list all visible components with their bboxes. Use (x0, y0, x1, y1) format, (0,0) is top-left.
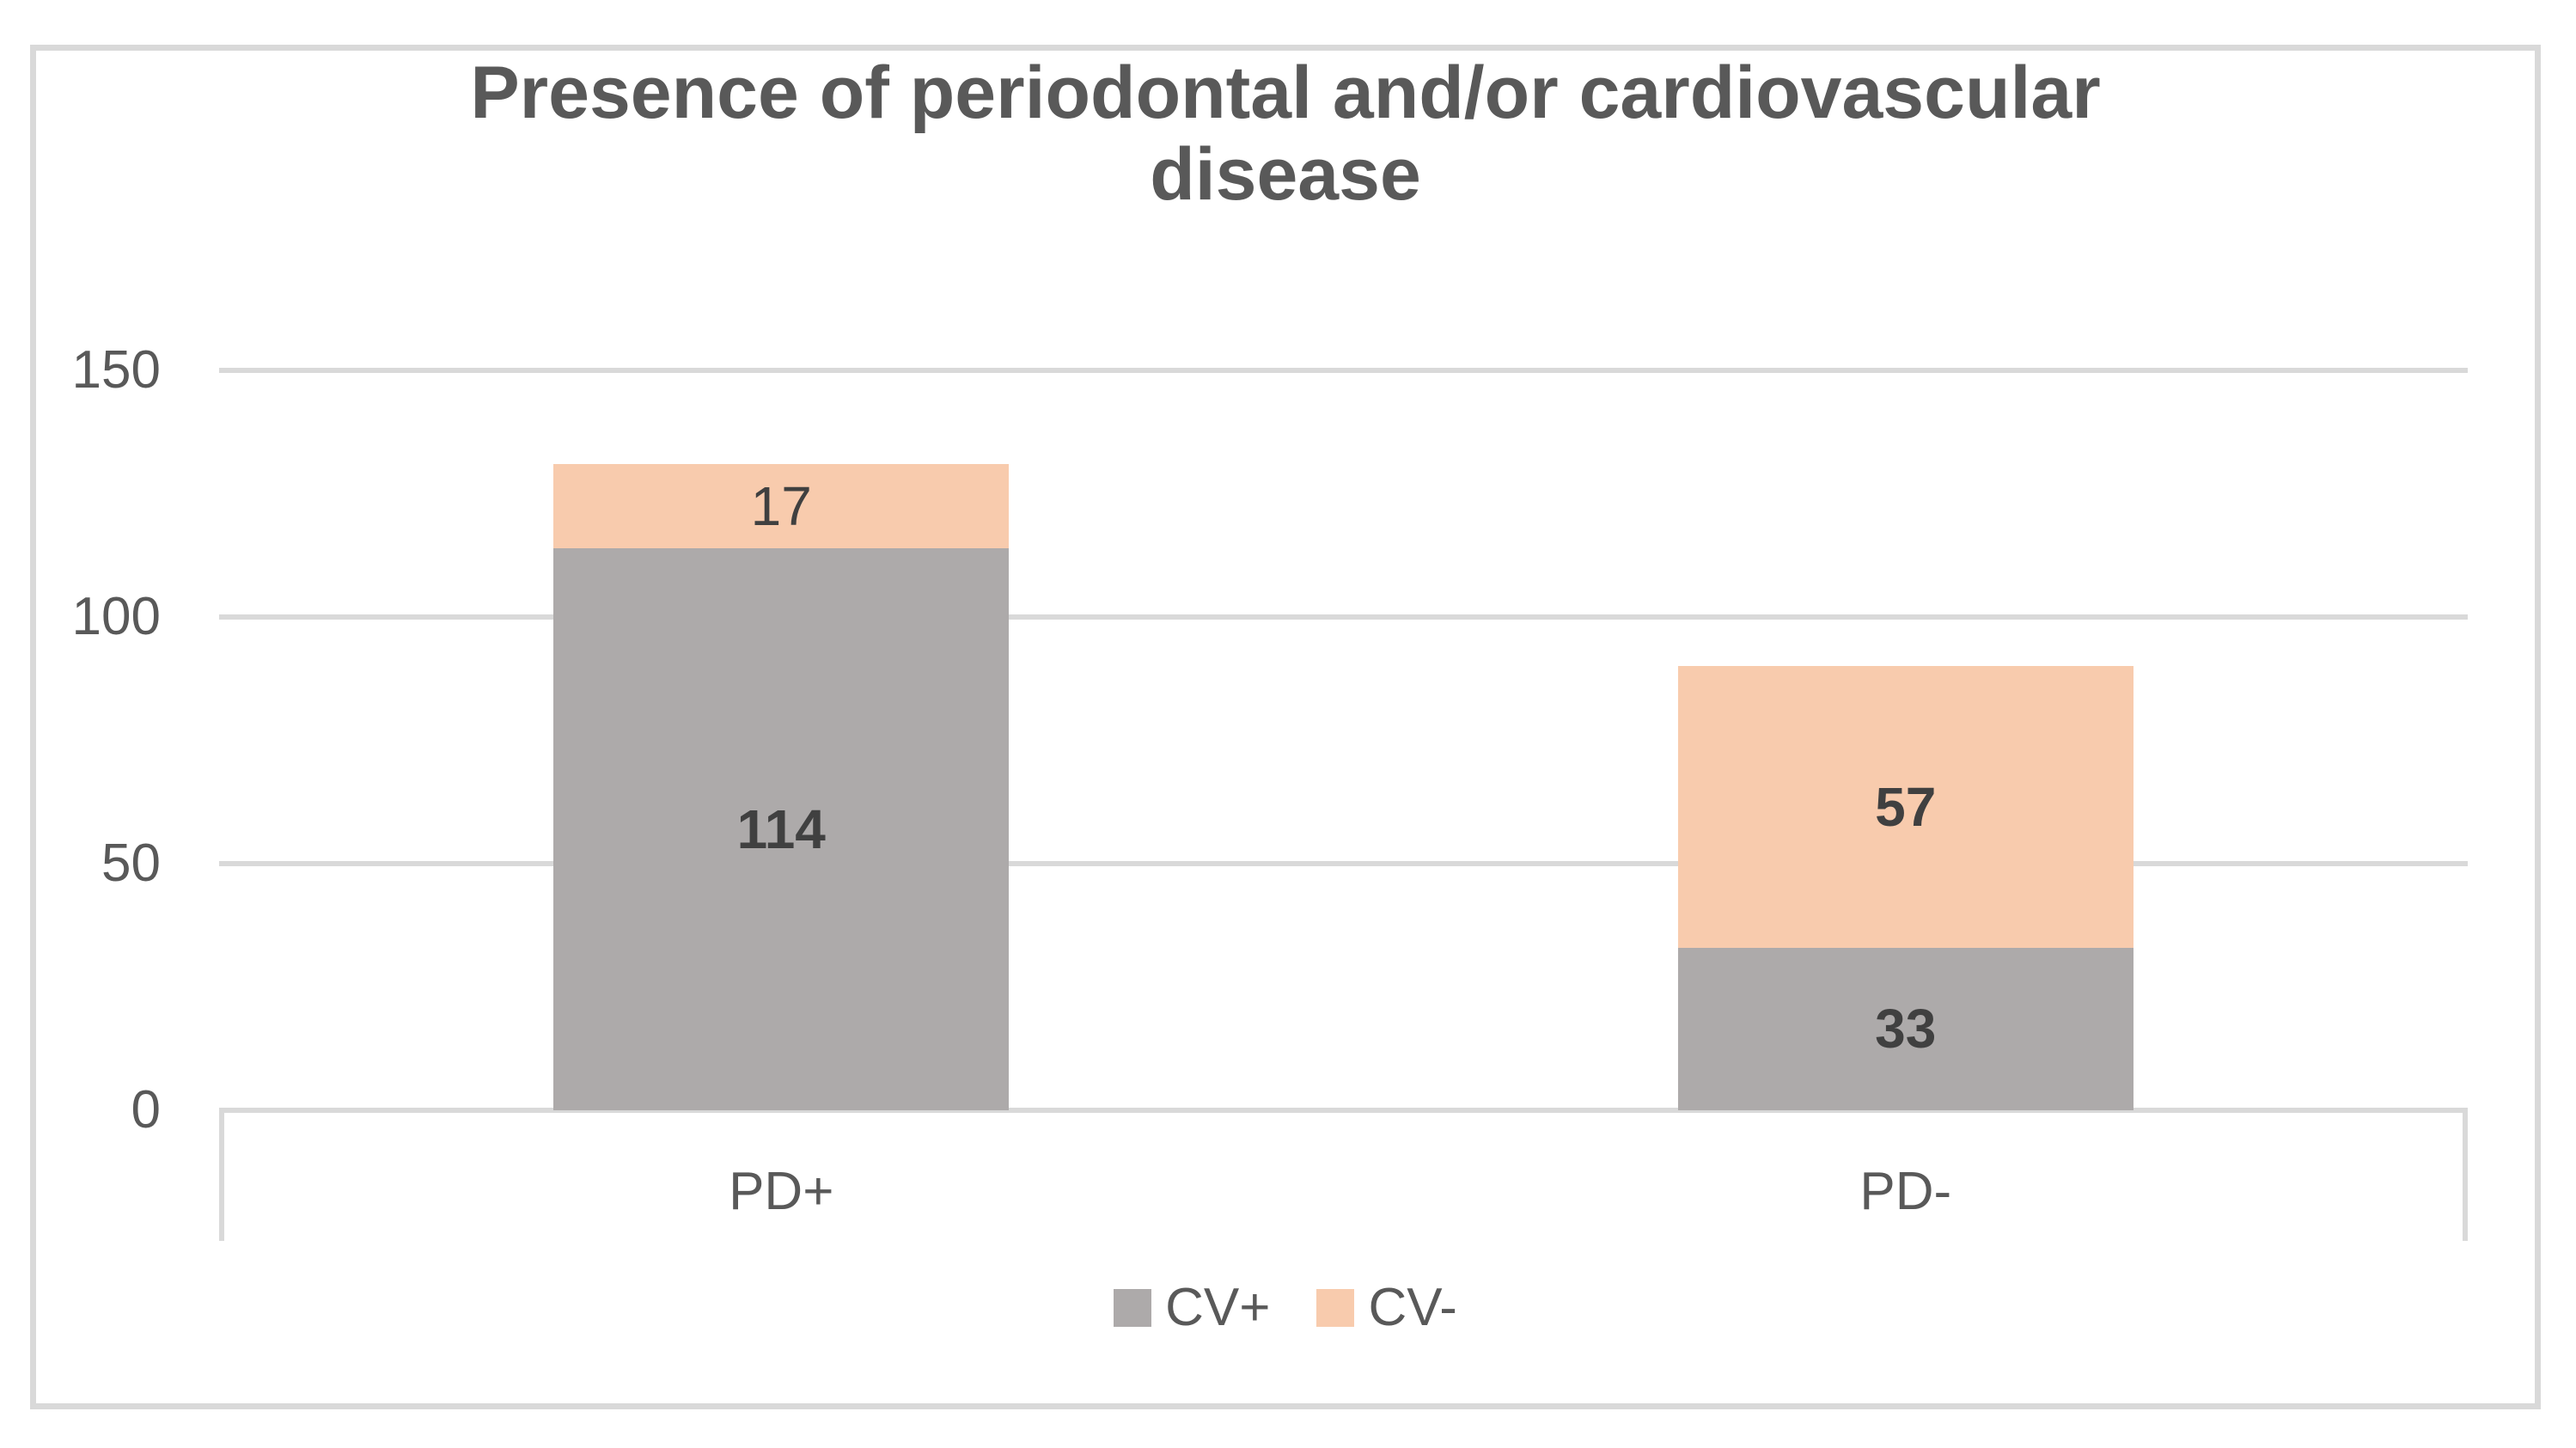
bar-segment-label: 114 (736, 797, 826, 860)
bar-segment: 57 (1677, 666, 2133, 948)
legend-label: CV+ (1165, 1278, 1271, 1337)
legend-item: CV+ (1114, 1281, 1270, 1335)
bar-segment: 17 (553, 464, 1010, 548)
legend: CV+ CV- (36, 1281, 2535, 1335)
bar-segment-label: 57 (1875, 776, 1937, 838)
axis-stub (219, 1110, 224, 1241)
legend-item: CV- (1316, 1278, 1457, 1337)
gridline (219, 861, 2468, 866)
y-tick-label: 150 (71, 340, 161, 400)
plot-area: 114 17 33 57 (219, 368, 2468, 1113)
bar-segment: 33 (1677, 947, 2133, 1110)
x-category-label: PD+ (729, 1162, 834, 1221)
legend-label: CV- (1368, 1278, 1457, 1337)
x-category-label: PD- (1859, 1162, 1952, 1221)
gridline (219, 1108, 2468, 1113)
legend-swatch (1316, 1289, 1355, 1327)
bar: 114 17 (553, 464, 1010, 1110)
y-tick-label: 100 (71, 587, 161, 646)
chart-frame: Presence of periodontal and/or cardiovas… (30, 45, 2541, 1409)
gridline (219, 614, 2468, 620)
bar-segment-label: 17 (750, 474, 812, 537)
chart-title-line1: Presence of periodontal and/or cardiovas… (470, 52, 2101, 134)
chart-title-line2: disease (1150, 132, 1421, 216)
chart-title: Presence of periodontal and/or cardiovas… (36, 52, 2535, 215)
y-axis-tick-labels: 0 50 100 150 (36, 340, 161, 1161)
bar-segment-label: 33 (1875, 998, 1937, 1060)
y-tick-label: 50 (101, 834, 161, 893)
y-tick-label: 0 (131, 1080, 161, 1139)
gridline (219, 368, 2468, 373)
bar: 33 57 (1677, 666, 2133, 1110)
x-axis-category-labels: PD+ PD- (219, 1161, 2468, 1230)
legend-swatch (1114, 1289, 1152, 1327)
bar-segment: 114 (553, 547, 1010, 1110)
axis-stub (2463, 1110, 2468, 1241)
